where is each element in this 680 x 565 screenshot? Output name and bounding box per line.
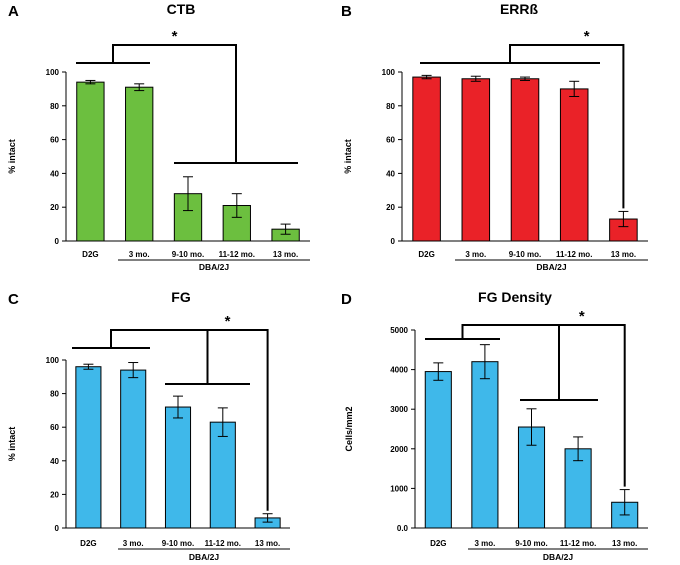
category-label: 11-12 mo. [556, 250, 592, 259]
bar [164, 406, 192, 529]
y-tick-label: 1000 [390, 484, 408, 493]
y-axis-label: % intact [7, 139, 17, 174]
category-label: D2G [418, 250, 434, 259]
y-tick-label: 100 [382, 68, 396, 77]
bar [412, 76, 441, 242]
bar [564, 448, 592, 529]
bar [517, 426, 546, 529]
y-tick-label: 40 [386, 169, 395, 178]
y-tick-label: 100 [46, 356, 60, 365]
y-tick-label: 80 [50, 102, 59, 111]
category-label: 11-12 mo. [219, 250, 255, 259]
y-tick-label: 60 [50, 136, 59, 145]
bracket-connector [110, 329, 269, 511]
category-label: 9-10 mo. [172, 250, 204, 259]
y-tick-label: 100 [46, 68, 60, 77]
y-tick-label: 60 [386, 136, 395, 145]
y-axis-label: % intact [7, 427, 17, 462]
y-tick-label: 20 [50, 490, 59, 499]
panel-letter: C [8, 291, 19, 308]
category-label: 9-10 mo. [509, 250, 541, 259]
bar [471, 361, 499, 529]
category-label: 13 mo. [273, 250, 298, 259]
panel-letter: B [341, 3, 352, 20]
y-tick-label: 2000 [390, 445, 408, 454]
significance-star: * [225, 313, 231, 330]
chart-panel-a: A CTB 0 20 40 60 80 100 % intact D2G 3 mo. 9-10 mo.… [7, 1, 310, 272]
y-axis-label: % intact [343, 139, 353, 174]
bracket-connector [461, 324, 626, 487]
chart-panel-c: C FG 0 20 40 60 80 100 % intact D2G 3 mo. 9-10 mo. 1… [7, 289, 290, 562]
y-axis-label: Cells/mm2 [344, 406, 354, 451]
category-label: 3 mo. [465, 250, 486, 259]
chart-title: ERRß [500, 1, 539, 17]
category-label: 13 mo. [612, 539, 637, 548]
y-tick-label: 40 [50, 169, 59, 178]
bar [461, 78, 491, 242]
category-label: D2G [82, 250, 98, 259]
category-label: D2G [80, 539, 96, 548]
category-label: 11-12 mo. [205, 539, 241, 548]
bar [209, 421, 236, 529]
y-tick-label: 20 [386, 203, 395, 212]
significance-star: * [584, 28, 590, 45]
category-label: 9-10 mo. [515, 539, 547, 548]
chart-panel-b: B ERRß 0 20 40 60 80 100 % intact D2G 3 mo. 9-10 mo… [341, 1, 648, 272]
y-tick-label: 3000 [390, 405, 408, 414]
y-tick-label: 0 [55, 524, 60, 533]
y-tick-label: 0.0 [397, 524, 409, 533]
y-tick-label: 80 [386, 102, 395, 111]
category-label: 13 mo. [611, 250, 636, 259]
category-label: 11-12 mo. [560, 539, 596, 548]
y-tick-label: 40 [50, 457, 59, 466]
bar [559, 88, 589, 242]
y-tick-label: 0 [55, 237, 60, 246]
y-tick-label: 4000 [390, 366, 408, 375]
y-tick-label: 0 [391, 237, 396, 246]
bar [125, 86, 154, 242]
chart-title: FG [171, 289, 191, 305]
category-label: 3 mo. [123, 539, 144, 548]
category-label: 3 mo. [474, 539, 495, 548]
group-label: DBA/2J [543, 552, 574, 562]
group-label: DBA/2J [536, 262, 567, 272]
bracket-connector [509, 44, 625, 209]
category-label: 13 mo. [255, 539, 280, 548]
panel-letter: A [8, 3, 19, 20]
bar [120, 369, 147, 529]
y-tick-label: 20 [50, 203, 59, 212]
group-label: DBA/2J [199, 262, 230, 272]
bar [75, 366, 102, 529]
category-label: D2G [430, 539, 446, 548]
significance-star: * [172, 28, 178, 45]
bar [222, 205, 251, 242]
significance-star: * [579, 308, 585, 325]
chart-title: FG Density [478, 289, 552, 305]
chart-title: CTB [167, 1, 196, 17]
bar [510, 78, 540, 242]
y-tick-label: 60 [50, 423, 59, 432]
bar [76, 81, 105, 242]
panel-letter: D [341, 291, 352, 308]
bar [424, 371, 452, 529]
chart-panel-d: D FG Density 0.0 1000 2000 3000 4000 5000 Cells/… [341, 289, 648, 562]
bracket-connector [112, 44, 237, 163]
group-label: DBA/2J [189, 552, 220, 562]
category-label: 3 mo. [129, 250, 150, 259]
y-tick-label: 80 [50, 390, 59, 399]
bar [173, 193, 203, 242]
category-label: 9-10 mo. [162, 539, 194, 548]
y-tick-label: 5000 [390, 326, 408, 335]
